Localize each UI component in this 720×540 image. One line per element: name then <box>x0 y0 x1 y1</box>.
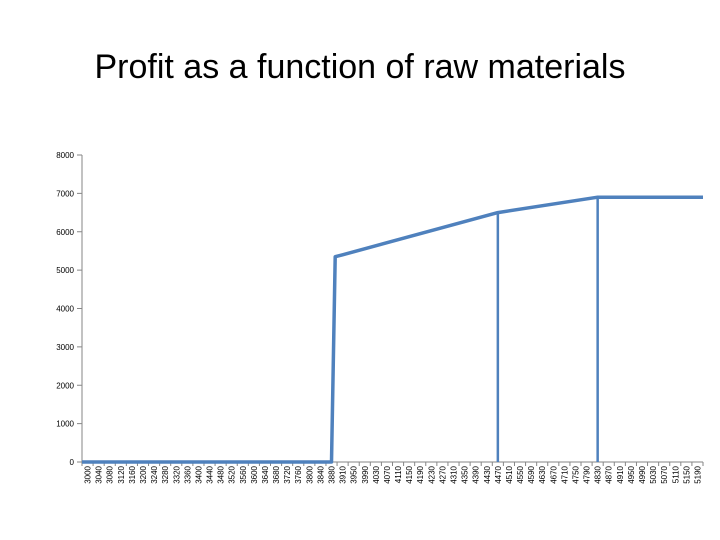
x-tick-label: 3400 <box>194 465 203 483</box>
y-tick-label: 4000 <box>56 305 74 314</box>
x-tick-label: 4830 <box>594 465 603 483</box>
x-tick-label: 5030 <box>649 465 658 483</box>
x-tick-label: 3880 <box>328 465 337 483</box>
x-tick-label: 4310 <box>449 465 458 483</box>
x-tick-label: 4390 <box>472 465 481 483</box>
y-tick-label: 1000 <box>56 420 74 429</box>
drop-lines <box>496 197 599 462</box>
x-tick-label: 4110 <box>394 465 403 483</box>
x-tick-label: 3600 <box>250 465 259 483</box>
x-tick-label: 4150 <box>405 465 414 483</box>
x-tick-label: 4470 <box>494 465 503 483</box>
x-tick-label: 4430 <box>483 465 492 483</box>
series <box>82 195 703 464</box>
x-tick-label: 3440 <box>206 465 215 483</box>
y-tick-label: 2000 <box>56 381 74 390</box>
x-tick-label: 4710 <box>560 465 569 483</box>
x-tick-label: 3240 <box>150 465 159 483</box>
y-tick-label: 7000 <box>56 189 74 198</box>
x-tick-label: 3560 <box>239 465 248 483</box>
x-tick-label: 4190 <box>416 465 425 483</box>
y-tick-label: 0 <box>70 458 75 467</box>
x-tick-label: 4950 <box>627 465 636 483</box>
y-tick-label: 5000 <box>56 266 74 275</box>
x-tick-label: 3800 <box>305 465 314 483</box>
x-tick-label: 4790 <box>583 465 592 483</box>
x-tick-label: 3950 <box>350 465 359 483</box>
x-tick-label: 4870 <box>605 465 614 483</box>
x-tick-label: 4030 <box>372 465 381 483</box>
x-tick-label: 4910 <box>616 465 625 483</box>
x-tick-label: 5110 <box>671 465 680 483</box>
x-tick-label: 5070 <box>660 465 669 483</box>
x-tick-label: 3910 <box>339 465 348 483</box>
x-axis: 3000 3040 3080 3120 3160 3200 3240 3280 3320 3360… <box>81 461 704 484</box>
x-tick-label: 4230 <box>427 465 436 483</box>
x-tick-label: 3640 <box>261 465 270 483</box>
y-axis: 0 1000 2000 3000 4000 5000 6000 7000 8000 <box>56 151 83 467</box>
x-tick-label: 3080 <box>106 465 115 483</box>
x-tick-label: 4550 <box>516 465 525 483</box>
x-tick-label: 3320 <box>172 465 181 483</box>
x-tick-label: 4750 <box>571 465 580 483</box>
y-tick-label: 8000 <box>56 151 74 160</box>
x-tick-label: 4070 <box>383 465 392 483</box>
series-line <box>82 195 703 464</box>
x-tick-label: 3840 <box>316 465 325 483</box>
x-tick-label: 5190 <box>693 465 702 483</box>
x-tick-label: 3520 <box>228 465 237 483</box>
x-tick-label: 4350 <box>461 465 470 483</box>
x-tick-label: 4270 <box>438 465 447 483</box>
x-tick-label: 3280 <box>161 465 170 483</box>
x-tick-label: 3480 <box>217 465 226 483</box>
x-tick-label: 4510 <box>505 465 514 483</box>
y-tick-label: 6000 <box>56 228 74 237</box>
x-tick-label: 3160 <box>128 465 137 483</box>
x-tick-label: 4990 <box>638 465 647 483</box>
x-tick-label: 4590 <box>527 465 536 483</box>
x-tick-label: 3120 <box>117 465 126 483</box>
chart-title: Profit as a function of raw materials <box>94 48 626 86</box>
x-tick-label: 4670 <box>549 465 558 483</box>
x-tick-label: 5150 <box>682 465 691 483</box>
y-tick-label: 3000 <box>56 343 74 352</box>
x-tick-label: 3680 <box>272 465 281 483</box>
x-tick-label: 3000 <box>84 465 93 483</box>
x-tick-label: 3720 <box>283 465 292 483</box>
x-tick-label: 3990 <box>361 465 370 483</box>
x-tick-label: 3760 <box>294 465 303 483</box>
x-tick-label: 4630 <box>538 465 547 483</box>
x-tick-label: 3360 <box>183 465 192 483</box>
x-tick-label: 3200 <box>139 465 148 483</box>
x-tick-label: 3040 <box>95 465 104 483</box>
